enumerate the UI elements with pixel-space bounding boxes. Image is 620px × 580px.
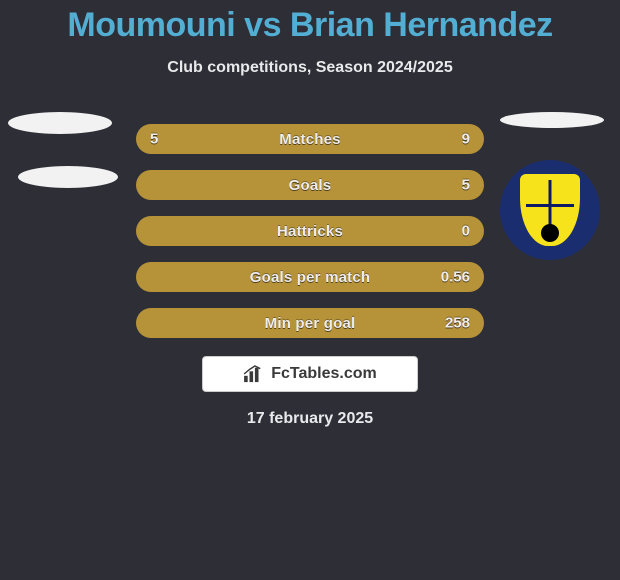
stat-right-value: 258 xyxy=(445,315,470,332)
right-club-logo-placeholder-1 xyxy=(500,112,604,128)
left-club-logo-placeholder-2 xyxy=(18,166,118,188)
comparison-card: Moumouni vs Brian Hernandez Club competi… xyxy=(0,0,620,580)
stat-bar-goals: Goals 5 xyxy=(136,170,484,200)
stat-label: Hattricks xyxy=(277,223,343,240)
stat-bar-goals-per-match: Goals per match 0.56 xyxy=(136,262,484,292)
right-club-logo-2 xyxy=(500,160,600,260)
stat-label: Min per goal xyxy=(265,315,356,332)
brand-text: FcTables.com xyxy=(271,365,377,383)
stat-label: Matches xyxy=(279,131,340,148)
bar-chart-icon xyxy=(243,365,265,383)
ball-icon xyxy=(541,224,559,242)
stat-right-value: 5 xyxy=(462,177,470,194)
stat-bar-hattricks: Hattricks 0 xyxy=(136,216,484,246)
left-player-badges xyxy=(8,112,118,188)
left-club-logo-placeholder-1 xyxy=(8,112,112,134)
stat-label: Goals per match xyxy=(250,269,371,286)
stat-right-value: 0.56 xyxy=(441,269,470,286)
stat-right-value: 0 xyxy=(462,223,470,240)
brand-badge[interactable]: FcTables.com xyxy=(202,356,418,392)
page-title: Moumouni vs Brian Hernandez xyxy=(0,0,620,45)
update-date: 17 february 2025 xyxy=(0,410,620,428)
club-crest-icon xyxy=(500,160,600,260)
stat-bar-min-per-goal: Min per goal 258 xyxy=(136,308,484,338)
shield-icon xyxy=(520,174,580,246)
stat-left-value: 5 xyxy=(150,131,158,148)
stat-label: Goals xyxy=(289,177,332,194)
stat-right-value: 9 xyxy=(462,131,470,148)
page-subtitle: Club competitions, Season 2024/2025 xyxy=(0,59,620,77)
stat-bars: 5 Matches 9 Goals 5 Hattricks 0 Goals pe… xyxy=(136,124,484,354)
stat-bar-matches: 5 Matches 9 xyxy=(136,124,484,154)
right-player-badges xyxy=(500,112,612,260)
